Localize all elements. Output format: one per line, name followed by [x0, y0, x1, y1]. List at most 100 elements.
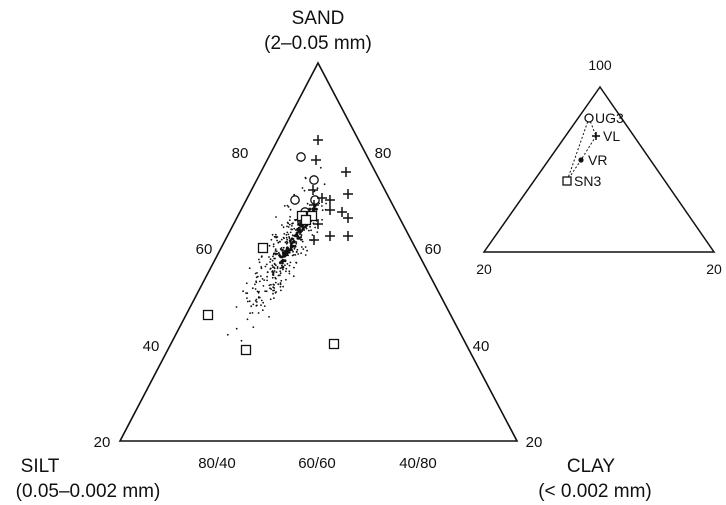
sample-dot [275, 250, 278, 253]
silt-sublabel: (0.05–0.002 mm) [16, 481, 161, 502]
sample-dot [256, 290, 259, 293]
sample-dot [251, 312, 254, 314]
sample-dot [279, 285, 282, 288]
sample-dot [279, 272, 282, 275]
sample-dot [293, 234, 297, 238]
sample-dot [268, 244, 271, 247]
sample-dot [255, 280, 257, 283]
plus-marker [343, 231, 353, 241]
square-marker [240, 344, 252, 356]
sample-dot [272, 292, 274, 295]
sample-dot [256, 301, 258, 303]
sample-dot [276, 239, 278, 242]
sample-dot [288, 223, 291, 226]
sample-dot [308, 229, 310, 232]
sample-dot [279, 267, 282, 270]
sample-dot [263, 279, 266, 281]
sample-dot [258, 290, 260, 293]
sample-dot [269, 267, 272, 270]
sample-dot [279, 274, 281, 277]
sample-dot [280, 260, 284, 264]
plus-marker [313, 135, 323, 145]
sample-dot [282, 254, 286, 258]
sample-dot [270, 238, 273, 241]
circle-marker [310, 195, 320, 205]
sample-dot [287, 233, 290, 236]
sample-dot [305, 227, 308, 230]
sample-dot [274, 233, 277, 236]
sample-dot [271, 259, 274, 262]
sample-dot [295, 241, 298, 244]
right-tick-40: 40 [473, 338, 490, 355]
sample-dot [255, 298, 258, 301]
sample-dot [274, 248, 277, 251]
sample-dot [284, 264, 286, 267]
inset-vl-label: VL [603, 128, 620, 144]
sample-dot [300, 252, 302, 255]
sample-dot [296, 248, 299, 251]
sample-dot [293, 247, 296, 250]
sample-dot [280, 279, 283, 282]
sample-dot [264, 265, 267, 268]
sample-dot [280, 247, 283, 249]
sample-dot [260, 267, 263, 270]
sample-dot [252, 303, 255, 306]
square-marker [202, 309, 214, 321]
plus-marker [309, 235, 319, 245]
sample-dot [255, 304, 258, 307]
sample-dot [285, 267, 288, 270]
sample-dot [288, 270, 291, 273]
sample-dot [250, 305, 253, 308]
sample-dot [269, 298, 272, 301]
sample-dot [226, 333, 229, 336]
sample-dot [279, 283, 282, 286]
sample-dot [294, 254, 297, 256]
sample-dot [254, 283, 256, 286]
sample-dot [282, 285, 284, 288]
sample-dot [283, 205, 286, 207]
sample-dot [302, 248, 305, 251]
sample-dot [291, 244, 295, 248]
inset-triangle-group: 100 20 20 UG3 VL VR SN3 [476, 57, 722, 277]
plus-marker [325, 195, 335, 205]
sand-label: SAND [292, 8, 345, 29]
sample-dot [292, 222, 294, 225]
sample-dot [286, 204, 289, 207]
sample-dot [301, 226, 305, 230]
sample-dot [246, 318, 249, 321]
sample-dot [306, 249, 308, 252]
inset-ug3-marker [584, 113, 594, 123]
sample-dot-cloud [226, 166, 327, 342]
sample-dot [323, 183, 326, 186]
inset-trend-line [566, 117, 590, 182]
sample-dot [261, 255, 263, 258]
sample-dot [283, 237, 285, 240]
sample-dot [274, 291, 277, 294]
sample-dot [295, 251, 298, 254]
sample-dot [304, 225, 307, 229]
sample-dot [282, 246, 285, 249]
sample-dot [273, 270, 276, 272]
sample-dot [235, 306, 238, 308]
sample-dot [275, 235, 277, 238]
sample-dot [259, 280, 261, 283]
sample-dot [284, 241, 287, 244]
sample-dot [266, 279, 268, 282]
left-tick-20: 20 [94, 434, 111, 451]
sample-dot [281, 251, 285, 255]
sample-dot [271, 276, 274, 279]
sample-dot [275, 253, 277, 256]
circle-marker [309, 175, 319, 185]
sample-dot [304, 254, 307, 256]
sample-dot [265, 290, 268, 293]
square-marker [300, 214, 312, 226]
sample-dot [277, 241, 280, 244]
sample-dot [293, 266, 295, 269]
sample-dot [291, 254, 294, 257]
sample-dot [287, 206, 290, 208]
inset-left-label: 20 [476, 261, 492, 277]
sample-dot [274, 281, 277, 284]
sample-dot [278, 254, 280, 257]
sample-dot [281, 224, 283, 226]
sample-dot [269, 258, 272, 261]
